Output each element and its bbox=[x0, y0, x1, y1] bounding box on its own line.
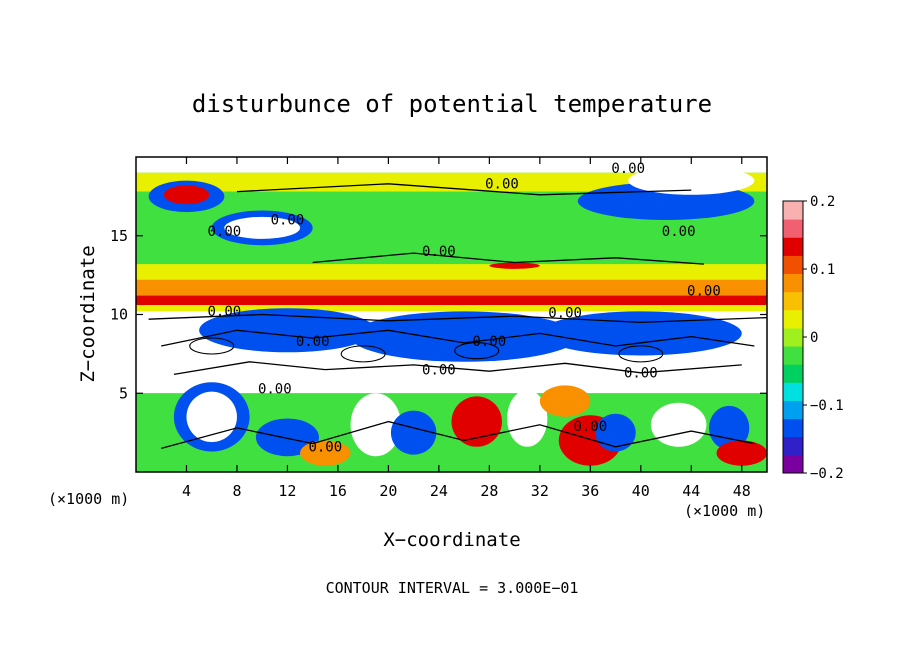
contour-label: 0.00 bbox=[207, 224, 241, 240]
colorbar-segment bbox=[783, 364, 803, 383]
contour-label: 0.00 bbox=[485, 177, 519, 193]
contour-line bbox=[236, 183, 692, 196]
x-tick-label: 24 bbox=[430, 482, 448, 500]
colorbar-segment bbox=[783, 418, 803, 438]
x-tick-label: 48 bbox=[733, 482, 751, 500]
y-tick-label: 15 bbox=[110, 227, 128, 245]
x-tick-label: 44 bbox=[682, 482, 700, 500]
anomaly-blob bbox=[708, 405, 750, 450]
anomaly-blobs bbox=[148, 166, 767, 466]
anomaly-blob bbox=[350, 311, 578, 362]
contour-line bbox=[161, 329, 755, 347]
chart-title: disturbunce of potential temperature bbox=[192, 90, 712, 118]
colorbar-segment bbox=[783, 237, 803, 256]
contour-loop bbox=[340, 345, 386, 363]
field-band bbox=[136, 295, 767, 306]
x-tick-label: 36 bbox=[581, 482, 599, 500]
anomaly-blob bbox=[650, 402, 707, 447]
contour-labels: 0.00 0.00 0.00 0.00 0.00 0.00 0.00 0.00 0.00 0.00… bbox=[207, 161, 720, 456]
anomaly-blob bbox=[539, 385, 591, 417]
anomaly-blob bbox=[507, 390, 548, 447]
field-band bbox=[136, 305, 767, 312]
contour-label: 0.00 bbox=[258, 381, 292, 397]
contour-label: 0.00 bbox=[573, 419, 607, 435]
x-axis-label: X−coordinate bbox=[383, 529, 520, 551]
colorbar-segment bbox=[783, 273, 803, 293]
x-tick-label: 28 bbox=[480, 482, 498, 500]
contour-interval-footer: CONTOUR INTERVAL = 3.000E−01 bbox=[326, 579, 579, 597]
contour-loop bbox=[618, 345, 664, 363]
anomaly-blob bbox=[595, 413, 636, 452]
contour-line bbox=[173, 361, 742, 376]
y-tick-label: 10 bbox=[110, 306, 128, 324]
x-tick-label: 20 bbox=[379, 482, 397, 500]
x-tick-label: 4 bbox=[182, 482, 191, 500]
contour-label: 0.00 bbox=[473, 334, 507, 350]
colorbar-segment bbox=[783, 201, 803, 220]
x-axis-ticks: 4 8 12 16 20 24 28 32 36 40 44 48 bbox=[182, 157, 751, 500]
anomaly-blob bbox=[451, 396, 502, 447]
x-tick-label: 40 bbox=[632, 482, 650, 500]
x-tick-label: 16 bbox=[329, 482, 347, 500]
colorbar bbox=[782, 200, 804, 474]
y-axis-label: Z−coordinate bbox=[77, 245, 99, 382]
contour-label: 0.00 bbox=[271, 213, 305, 229]
x-tick-label: 8 bbox=[232, 482, 241, 500]
colorbar-ticks: 0.2 0.1 0 −0.1 −0.2 bbox=[803, 194, 844, 482]
contour-label: 0.00 bbox=[296, 334, 330, 350]
contour-label: 0.00 bbox=[422, 244, 456, 260]
colorbar-segment bbox=[783, 219, 803, 238]
contour-label: 0.00 bbox=[308, 440, 342, 456]
x-tick-label: 12 bbox=[278, 482, 296, 500]
field-band bbox=[136, 157, 767, 173]
colorbar-tick-label: −0.2 bbox=[810, 466, 844, 482]
colorbar-segment bbox=[783, 327, 803, 347]
x-axis-unit-label: (×1000 m) bbox=[684, 502, 765, 520]
contour-loop bbox=[454, 342, 500, 360]
colorbar-segment bbox=[783, 400, 803, 420]
contour-label: 0.00 bbox=[422, 362, 456, 378]
anomaly-blob bbox=[390, 410, 437, 455]
colorbar-tick-label: 0.1 bbox=[810, 262, 835, 278]
y-tick-label: 5 bbox=[119, 384, 128, 402]
contour-label: 0.00 bbox=[611, 161, 645, 177]
anomaly-blob bbox=[163, 185, 210, 205]
anomaly-blob bbox=[199, 308, 376, 353]
contour-label: 0.00 bbox=[687, 284, 721, 300]
anomaly-blob bbox=[628, 166, 755, 195]
anomaly-blob bbox=[255, 418, 319, 457]
colorbar-segment bbox=[783, 436, 803, 456]
plot-field: 0.00 0.00 0.00 0.00 0.00 0.00 0.00 0.00 0.00 0.00… bbox=[136, 157, 767, 472]
x-tick-label: 32 bbox=[531, 482, 549, 500]
anomaly-blob bbox=[300, 440, 351, 466]
x-origin-unit-label: (×1000 m) bbox=[48, 490, 129, 508]
colorbar-tick-label: 0 bbox=[810, 330, 818, 346]
y-axis-ticks: 5 10 15 bbox=[110, 227, 767, 402]
contour-lines bbox=[148, 183, 767, 450]
colorbar-segment bbox=[783, 255, 803, 275]
colorbar-tick-label: 0.2 bbox=[810, 194, 835, 210]
contour-line bbox=[161, 420, 755, 450]
contour-loop bbox=[189, 337, 235, 355]
anomaly-blob bbox=[716, 440, 767, 466]
contour-label: 0.00 bbox=[207, 304, 241, 320]
field-band bbox=[136, 264, 767, 280]
field-band bbox=[136, 279, 767, 296]
anomaly-blob bbox=[489, 262, 540, 269]
contour-label: 0.00 bbox=[548, 306, 582, 322]
colorbar-segment bbox=[783, 309, 803, 329]
contour-line bbox=[312, 252, 704, 265]
colorbar-tick-label: −0.1 bbox=[810, 398, 844, 414]
colorbar-segment bbox=[783, 346, 803, 365]
colorbar-segment bbox=[783, 454, 803, 474]
colorbar-segment bbox=[783, 291, 803, 311]
contour-line bbox=[148, 313, 767, 324]
anomaly-blob bbox=[186, 391, 237, 443]
anomaly-blob bbox=[224, 216, 301, 239]
contour-label: 0.00 bbox=[662, 224, 696, 240]
anomaly-blob bbox=[539, 311, 742, 356]
colorbar-segment bbox=[783, 382, 803, 401]
contour-label: 0.00 bbox=[624, 366, 658, 382]
